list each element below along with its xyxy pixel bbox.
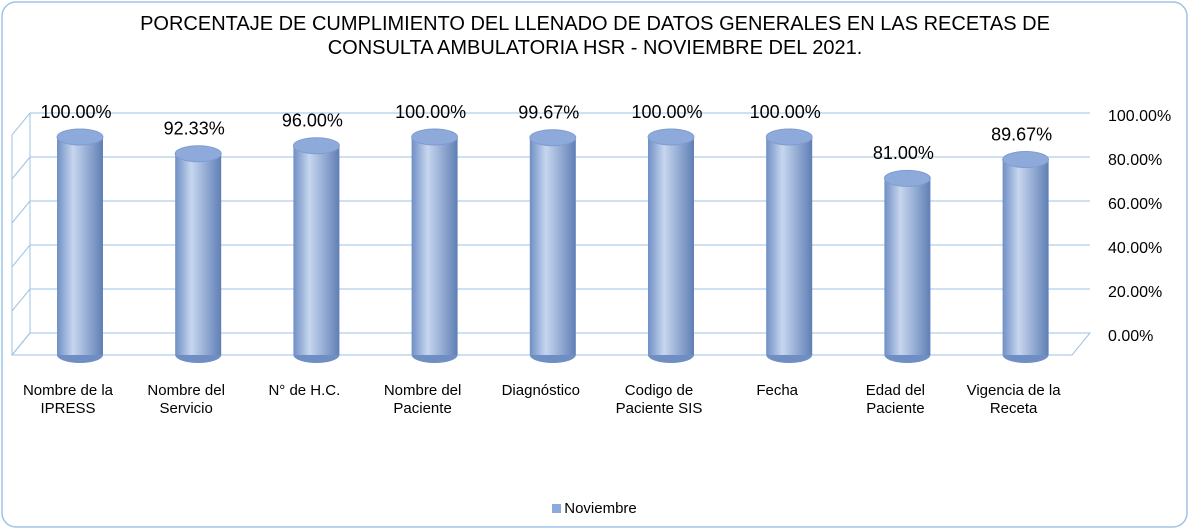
grid-line-side: [11, 288, 31, 312]
data-label: 92.33%: [164, 118, 225, 138]
bar: [648, 137, 694, 355]
bar: [1002, 159, 1049, 355]
grid-line-side: [11, 112, 31, 136]
y-tick-label: 20.00%: [1108, 284, 1162, 301]
y-tick-label: 80.00%: [1108, 152, 1162, 169]
bar-top: [765, 128, 813, 146]
y-tick-label: 40.00%: [1108, 240, 1162, 257]
bar: [293, 145, 340, 355]
bar-top: [883, 169, 931, 187]
grid-line-side: [11, 332, 31, 356]
x-tick-label: Diagnóstico: [501, 382, 580, 399]
y-tick-label: 60.00%: [1108, 196, 1162, 213]
bar-top: [174, 145, 222, 163]
grid-line-side: [11, 156, 31, 180]
x-tick-label: Edad del Paciente: [865, 382, 925, 417]
legend-swatch: [552, 504, 562, 513]
bar-top: [292, 137, 340, 155]
x-tick-label: Fecha: [756, 382, 799, 399]
legend: Noviembre: [0, 500, 1189, 517]
data-label: 100.00%: [40, 102, 111, 122]
data-label: 99.67%: [518, 102, 579, 122]
grid-line-side: [11, 200, 31, 224]
legend-label: Noviembre: [564, 500, 637, 517]
x-tick-label: N° de H.C.: [268, 382, 341, 399]
bar-top: [56, 128, 104, 146]
bar-top: [529, 129, 577, 147]
bar: [411, 137, 458, 355]
data-label: 89.67%: [991, 124, 1052, 144]
x-tick-label: Nombre del Paciente: [383, 382, 462, 417]
data-label: 96.00%: [282, 110, 343, 130]
x-tick-label: Codigo de Paciente SIS: [615, 382, 703, 417]
bar: [766, 137, 813, 355]
bar: [57, 137, 103, 355]
grid-line-side: [11, 244, 31, 268]
y-tick-label: 100.00%: [1108, 108, 1171, 125]
bar-top: [647, 128, 695, 146]
bar: [884, 178, 931, 355]
chart-title: PORCENTAJE DE CUMPLIMIENTO DEL LLENADO D…: [140, 13, 1050, 59]
x-tick-label: Nombre del Servicio: [147, 382, 225, 417]
bar-top: [1002, 151, 1050, 169]
x-tick-label: Nombre de la IPRESS: [22, 382, 114, 417]
data-label: 100.00%: [750, 102, 821, 122]
data-label: 81.00%: [873, 143, 934, 163]
bar: [175, 153, 222, 355]
x-tick-label: Vigencia de la Receta: [966, 382, 1061, 417]
bar-top: [411, 128, 459, 146]
data-label: 100.00%: [395, 102, 466, 122]
bar: [529, 137, 576, 355]
data-label: 100.00%: [631, 102, 702, 122]
y-tick-label: 0.00%: [1108, 328, 1153, 345]
